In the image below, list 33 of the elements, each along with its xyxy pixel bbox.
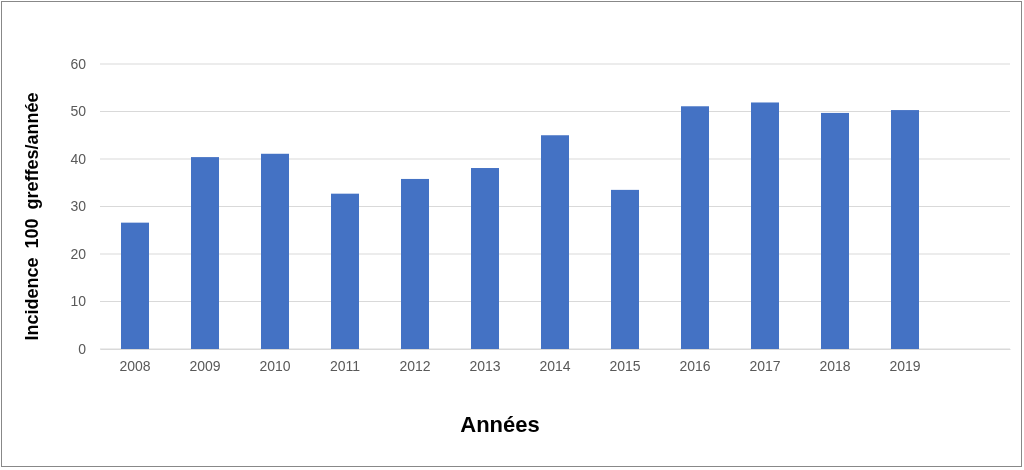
- x-tick-label: 2018: [819, 357, 851, 374]
- bar: [331, 193, 359, 349]
- x-tick-label: 2015: [609, 357, 641, 374]
- x-tick-label: 2011: [329, 357, 361, 374]
- bar: [401, 178, 429, 349]
- y-tick-label: 10: [70, 293, 87, 310]
- x-axis-title: Années: [460, 412, 540, 437]
- x-tick-label: 2009: [189, 357, 221, 374]
- bar: [681, 106, 709, 349]
- bar: [751, 102, 779, 349]
- x-tick-label: 2017: [749, 357, 781, 374]
- y-tick-label: 60: [70, 55, 87, 72]
- bar: [821, 112, 849, 349]
- bar: [121, 222, 149, 349]
- y-tick-label: 20: [70, 245, 87, 262]
- bar: [191, 157, 219, 349]
- y-axis-title: Incidence 100 greffes/année: [22, 92, 42, 341]
- x-tick-label: 2012: [399, 357, 431, 374]
- y-tick-label: 50: [70, 103, 87, 120]
- x-tick-label: 2010: [259, 357, 291, 374]
- y-tick-label: 0: [78, 340, 87, 357]
- bar: [891, 110, 919, 349]
- x-tick-label: 2016: [679, 357, 711, 374]
- y-tick-label: 30: [70, 198, 87, 215]
- bar: [471, 168, 499, 349]
- bar: [541, 135, 569, 349]
- bar: [261, 153, 289, 349]
- x-tick-label: 2008: [119, 357, 151, 374]
- y-tick-label: 40: [70, 150, 87, 167]
- x-tick-label: 2019: [889, 357, 921, 374]
- x-tick-label: 2013: [469, 357, 501, 374]
- bar: [611, 189, 639, 349]
- x-tick-label: 2014: [539, 357, 571, 374]
